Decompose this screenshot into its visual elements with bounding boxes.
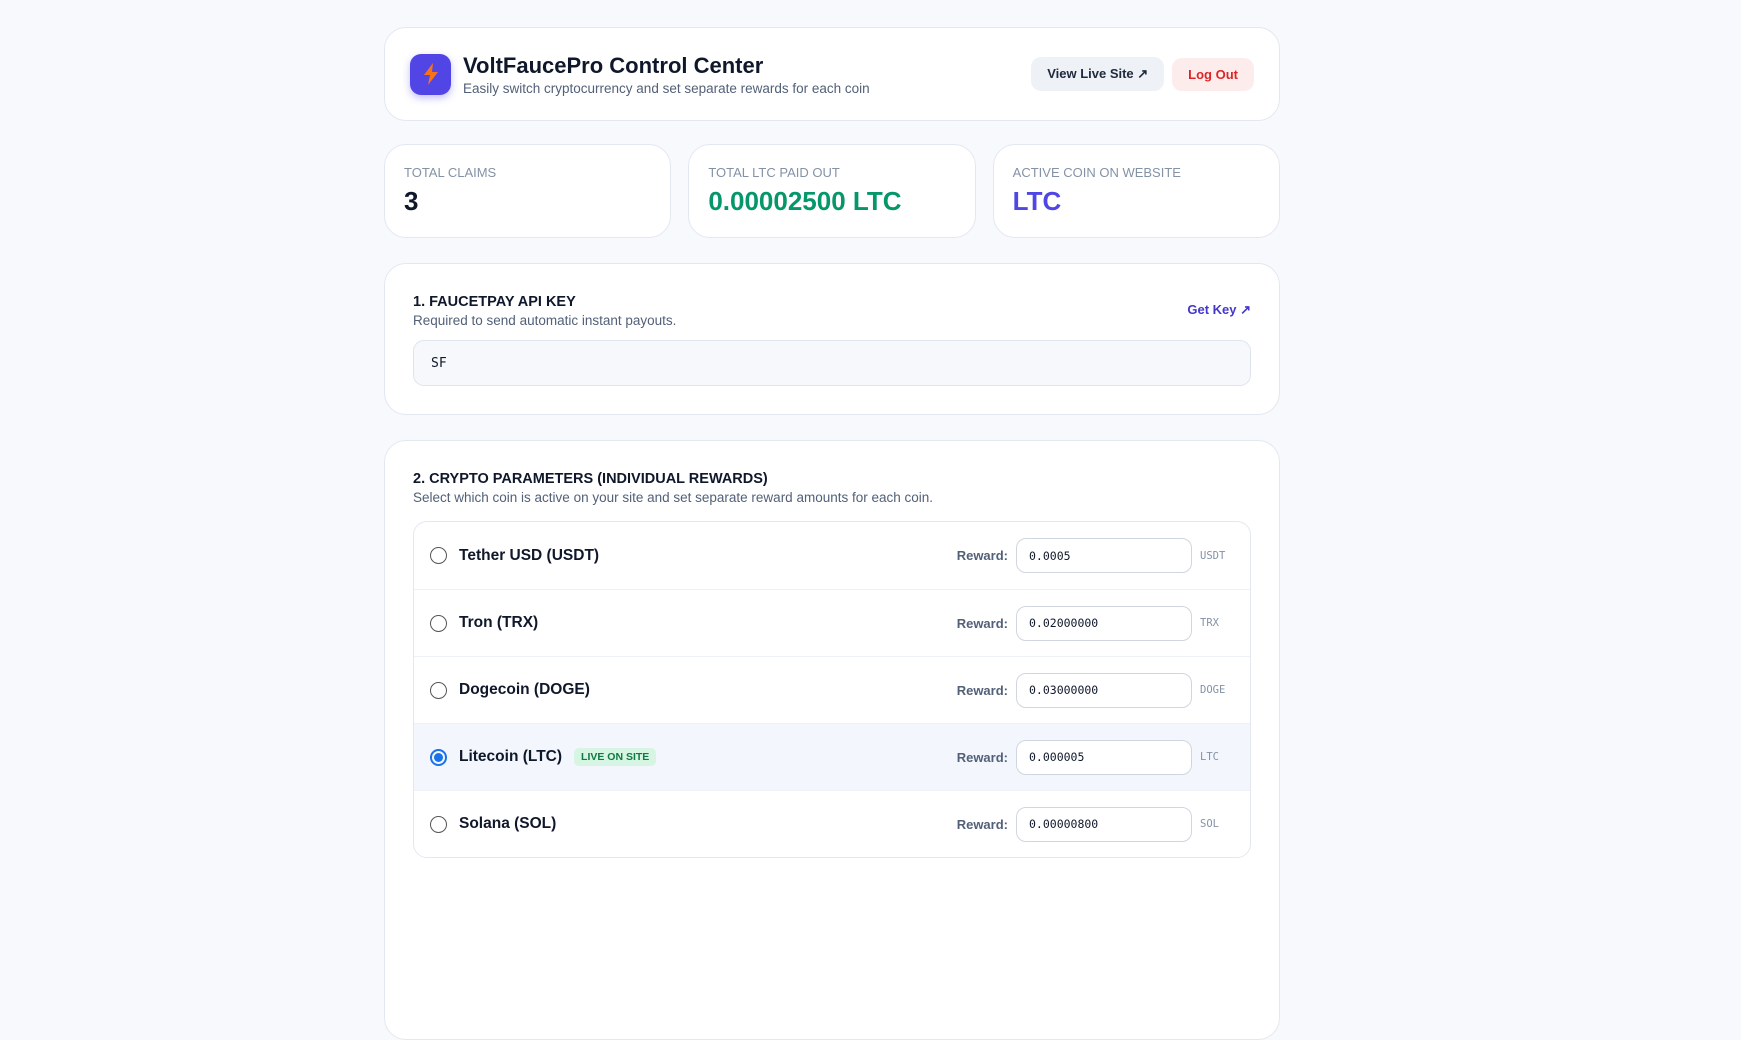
dashboard: VoltFaucePro Control Center Easily switc… xyxy=(384,27,1280,1040)
logo xyxy=(410,53,451,95)
stat-card: TOTAL CLAIMS 3 xyxy=(384,144,672,238)
header: VoltFaucePro Control Center Easily switc… xyxy=(384,27,1280,121)
coin-radio[interactable] xyxy=(430,614,447,632)
reward-label: Reward: xyxy=(956,615,1008,631)
stats: TOTAL CLAIMS 3 TOTAL LTC PAID OUT 0.0000250… xyxy=(384,144,1280,238)
coin-name: Tether USD (USDT) xyxy=(459,546,600,564)
stat-value: 3 xyxy=(404,186,419,216)
coin-name: Solana (SOL) xyxy=(459,815,557,832)
coin-row: Tron (TRX) Reward: 0.02000000 TRX xyxy=(414,589,1250,656)
reward-unit: DOGE xyxy=(1200,684,1226,696)
reward-unit: SOL xyxy=(1200,818,1219,830)
section-title: 2. CRYPTO PARAMETERS (INDIVIDUAL REWARDS… xyxy=(413,471,768,487)
reward-unit: USDT xyxy=(1200,549,1226,562)
get-key-link[interactable]: Get Key ↗ xyxy=(1187,302,1251,317)
subtitle: Easily switch cryptocurrency and set sep… xyxy=(463,80,870,96)
coin-row: Dogecoin (DOGE) Reward: 0.03000000 DOGE xyxy=(414,656,1250,723)
coin-row: Tether USD (USDT) Reward: 0.0005 USDT xyxy=(414,522,1250,589)
title: VoltFaucePro Control Center xyxy=(463,52,764,78)
coin-radio[interactable] xyxy=(430,547,447,564)
coin-row: Litecoin (LTC) LIVE ON SITE Reward: 0.00000… xyxy=(414,723,1250,790)
api-key-input[interactable]: SF xyxy=(413,340,1251,386)
section-subtitle: Required to send automatic instant payou… xyxy=(413,313,677,328)
crypto-section: 2. CRYPTO PARAMETERS (INDIVIDUAL REWARDS… xyxy=(384,440,1280,1040)
logout-button[interactable]: Log Out xyxy=(1172,57,1254,91)
bolt-icon xyxy=(423,63,438,85)
reward-input[interactable]: 0.00000800 xyxy=(1016,806,1192,842)
reward-unit: LTC xyxy=(1200,751,1219,763)
reward-input[interactable]: 0.02000000 xyxy=(1016,605,1192,641)
reward-input[interactable]: 0.000005 xyxy=(1016,739,1192,775)
reward-label: Reward: xyxy=(956,682,1008,698)
stat-card: ACTIVE COIN ON WEBSITE LTC xyxy=(992,144,1280,238)
coin-radio[interactable] xyxy=(430,748,447,766)
reward-label: Reward: xyxy=(956,816,1008,832)
coin-radio[interactable] xyxy=(430,681,447,699)
stat-label: TOTAL LTC PAID OUT xyxy=(708,165,840,180)
reward-input[interactable]: 0.0005 xyxy=(1016,538,1192,573)
api-section: 1. FAUCETPAY API KEY Required to send au… xyxy=(384,263,1280,415)
live-site-button[interactable]: View Live Site ↗ xyxy=(1031,57,1165,91)
coin-name: Litecoin (LTC) xyxy=(459,748,563,765)
stat-value: 0.00002500 LTC xyxy=(708,186,902,216)
page: VoltFaucePro Control Center Easily switc… xyxy=(0,0,1741,851)
reward-unit: TRX xyxy=(1200,617,1219,629)
coin-list: Tether USD (USDT) Reward: 0.0005 USDT Tron (… xyxy=(413,521,1251,858)
section-title: 1. FAUCETPAY API KEY xyxy=(413,294,576,310)
stat-label: TOTAL CLAIMS xyxy=(404,165,497,180)
coin-row: Solana (SOL) Reward: 0.00000800 SOL xyxy=(414,790,1250,857)
header-text: VoltFaucePro Control Center Easily switc… xyxy=(463,53,1023,96)
reward-input[interactable]: 0.03000000 xyxy=(1016,672,1192,708)
coin-radio[interactable] xyxy=(430,815,447,833)
reward-label: Reward: xyxy=(956,749,1008,765)
live-badge: LIVE ON SITE xyxy=(574,748,657,766)
stat-label: ACTIVE COIN ON WEBSITE xyxy=(1012,165,1181,180)
coin-name: Tron (TRX) xyxy=(459,614,539,631)
coin-name: Dogecoin (DOGE) xyxy=(459,681,590,698)
stat-card: TOTAL LTC PAID OUT 0.00002500 LTC xyxy=(688,144,976,238)
stat-value: LTC xyxy=(1012,186,1062,216)
reward-label: Reward: xyxy=(956,548,1008,563)
section-subtitle: Select which coin is active on your site… xyxy=(413,490,934,505)
